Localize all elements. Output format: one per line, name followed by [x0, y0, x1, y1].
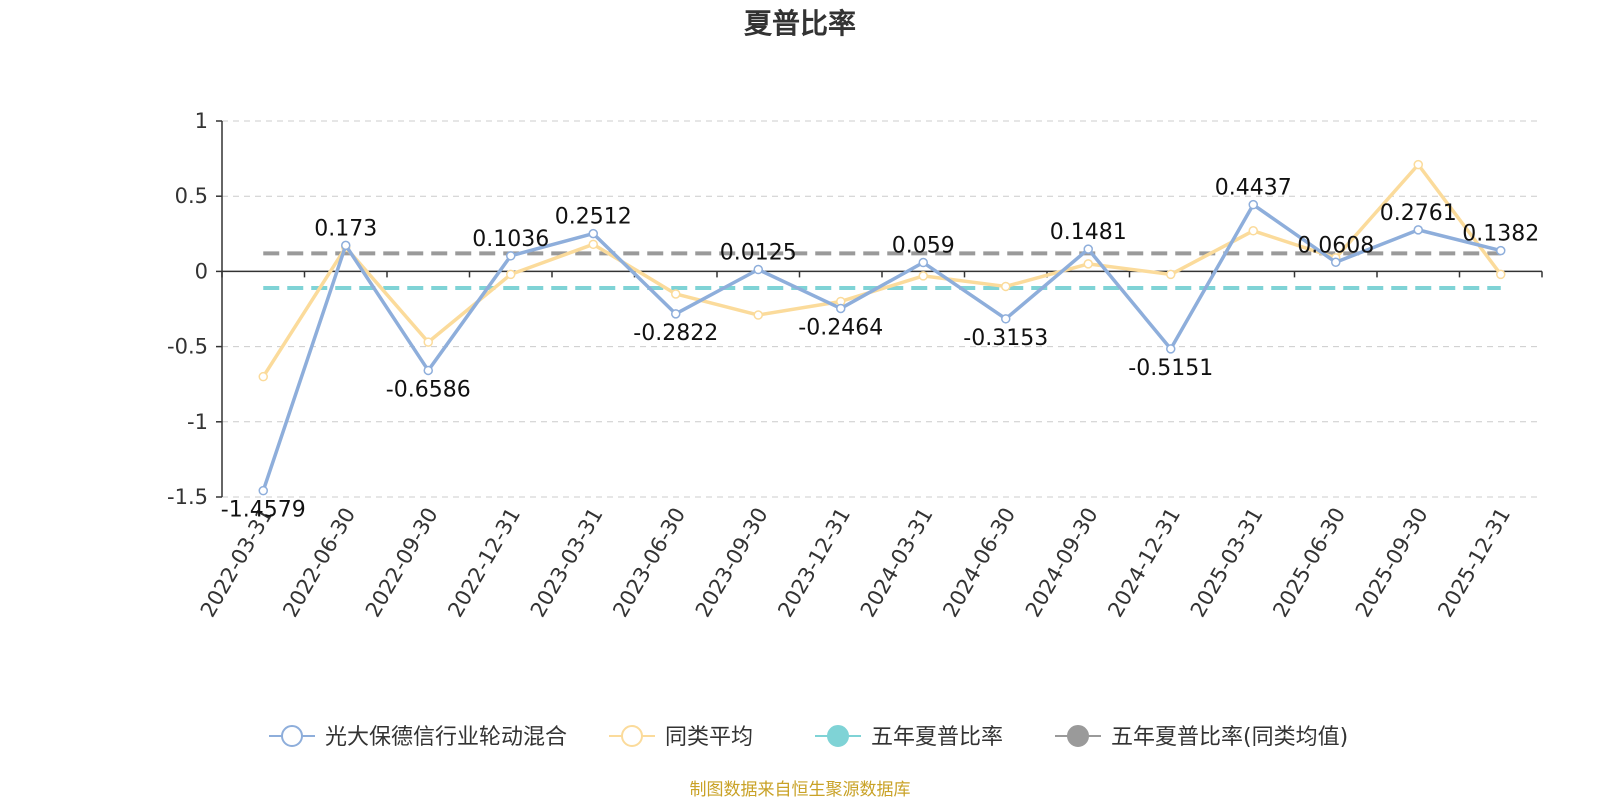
x-tick-label: 2024-12-31: [1103, 504, 1185, 622]
x-tick-label: 2023-06-30: [608, 504, 690, 622]
fund-point: [423, 365, 433, 376]
fund-data-label: -0.6586: [386, 377, 471, 402]
peer-avg-point: [588, 239, 598, 250]
fund-data-label: -0.2464: [798, 315, 883, 340]
fund-point: [1083, 244, 1093, 254]
x-tick-label: 2023-09-30: [691, 504, 773, 622]
x-tick-label: 2025-12-31: [1433, 504, 1515, 622]
legend-item[interactable]: 同类平均: [609, 725, 753, 750]
fund-data-label: 0.0125: [720, 241, 797, 266]
fund-point: [1496, 245, 1506, 256]
hollow-circle-icon: [621, 725, 643, 747]
fund-data-label: 0.2512: [555, 205, 632, 230]
fund-data-label: 0.0608: [1297, 233, 1374, 258]
legend-label: 五年夏普比率(同类均值): [1111, 725, 1348, 750]
fund-data-label: 0.173: [314, 216, 377, 241]
fund-data-label: 0.1382: [1462, 222, 1539, 247]
legend-label: 光大保德信行业轮动混合: [325, 725, 567, 750]
fund-data-label: -0.5151: [1128, 356, 1213, 381]
fund-point: [506, 251, 516, 261]
x-tick-label: 2023-12-31: [773, 504, 855, 622]
peer-avg-point: [918, 271, 928, 281]
legend-item[interactable]: 五年夏普比率(同类均值): [1055, 725, 1348, 750]
fund-data-label: -1.4579: [221, 498, 306, 523]
fund-series-line: [261, 202, 1502, 492]
x-tick-label: 2024-09-30: [1021, 504, 1103, 622]
legend-item[interactable]: 光大保德信行业轮动混合: [269, 725, 567, 750]
series-lines: [258, 159, 1506, 496]
fund-data-label: 0.4437: [1215, 176, 1292, 201]
x-tick-label: 2025-09-30: [1351, 504, 1433, 622]
y-tick-label: 0.5: [175, 184, 208, 208]
peer-avg-point: [1496, 269, 1506, 280]
fund-data-label: 0.1036: [472, 227, 549, 252]
y-tick-label: -0.5: [167, 335, 208, 359]
chart-title: 夏普比率: [744, 7, 856, 40]
fund-point: [671, 309, 681, 319]
y-tick-label: 0: [195, 259, 208, 283]
peer-avg-point: [753, 310, 763, 320]
x-tick-label: 2025-03-31: [1186, 504, 1268, 622]
hollow-circle-icon: [281, 725, 303, 747]
peer-avg-point: [423, 337, 433, 347]
peer-avg-point: [258, 371, 268, 382]
fund-point: [918, 257, 928, 268]
legend-item[interactable]: 五年夏普比率: [815, 725, 1003, 750]
peer-avg-point: [506, 269, 516, 280]
reference-lines: [263, 251, 1501, 290]
x-tick-label: 2025-06-30: [1268, 504, 1350, 622]
peer-avg-point: [1083, 259, 1093, 269]
peer-avg-point: [1001, 281, 1011, 292]
x-tick-label: 2024-03-31: [856, 504, 938, 622]
fund-point: [836, 303, 846, 314]
x-tick-label: 2024-06-30: [938, 504, 1020, 622]
peer-avg-series-line: [261, 162, 1503, 378]
fund-data-label: 0.059: [892, 234, 955, 259]
y-tick-label: 1: [195, 109, 208, 133]
fund-point: [1413, 225, 1423, 235]
y-tick-label: -1: [187, 410, 208, 434]
fund-point: [1248, 199, 1258, 210]
x-tick-label: 2022-12-31: [443, 504, 525, 622]
fund-point: [1001, 314, 1011, 324]
fund-data-label: -0.3153: [963, 326, 1048, 351]
y-tick-label: -1.5: [167, 485, 208, 509]
fund-point: [1166, 344, 1176, 354]
fund-data-label: -0.2822: [633, 321, 718, 346]
x-tick-label: 2023-03-31: [526, 504, 608, 622]
legend-label: 同类平均: [665, 725, 753, 750]
filled-circle-icon: [1067, 725, 1089, 747]
fund-point: [753, 264, 763, 275]
source-note: 制图数据来自恒生聚源数据库: [690, 780, 911, 800]
filled-circle-icon: [827, 725, 849, 747]
fund-point: [1331, 257, 1341, 268]
x-tick-label: 2022-09-30: [361, 504, 443, 622]
grid-lines: [222, 120, 1542, 498]
peer-avg-point: [1166, 269, 1176, 280]
fund-data-label: 0.1481: [1050, 220, 1127, 245]
peer-avg-point: [671, 289, 681, 299]
fund-point: [258, 485, 268, 496]
peer-avg-point: [1413, 159, 1423, 170]
fund-data-label: 0.2761: [1380, 201, 1457, 226]
fund-point: [588, 228, 598, 239]
legend[interactable]: 光大保德信行业轮动混合 同类平均 五年夏普比率 五年夏普比率(同类均值): [269, 725, 1348, 750]
legend-label: 五年夏普比率: [871, 725, 1003, 750]
fund-point: [341, 240, 351, 251]
peer-avg-point: [1248, 226, 1258, 236]
